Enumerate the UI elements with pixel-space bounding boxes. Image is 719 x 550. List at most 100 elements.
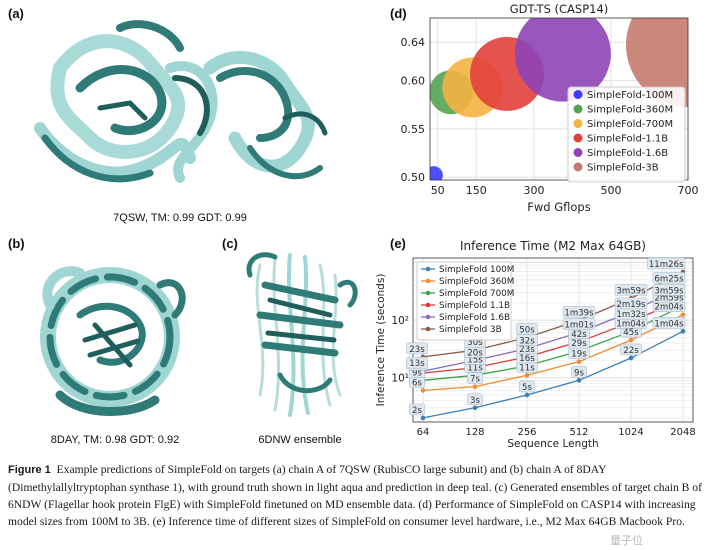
chart-e-data-label: 6s — [412, 378, 422, 388]
chart-e-data-label-box — [652, 284, 686, 296]
chart-e-data-label: 16s — [519, 354, 535, 364]
chart-e-title: Inference Time (M2 Max 64GB) — [460, 239, 646, 253]
chart-e-data-label: 11s — [467, 363, 483, 373]
chart-e-legend-marker — [425, 278, 431, 284]
chart-e-legend-label: SimpleFold 700M — [439, 289, 514, 299]
chart-e-data-label: 3m59s — [616, 286, 646, 296]
chart-e-point — [576, 378, 582, 383]
chart-d-legend-label: SimpleFold-700M — [587, 119, 673, 130]
chart-inference-time: Inference Time (M2 Max 64GB) 64 128 256 512 1… — [375, 239, 696, 450]
chart-d-points — [430, 18, 688, 180]
chart-d-legend-label: SimpleFold-100M — [587, 90, 673, 101]
chart-e-data-label: 3m59s — [654, 286, 684, 296]
chart-d-legend-label: SimpleFold-1.6B — [587, 148, 668, 159]
chart-e-legend-marker — [425, 326, 431, 332]
chart-e-data-label: 9s — [574, 368, 584, 378]
chart-e-y-tick-label: 10² — [391, 315, 409, 327]
chart-d-x-axis-label: Fwd Gflops — [527, 200, 590, 214]
chart-e-point — [680, 328, 686, 334]
chart-e-data-label: 7s — [470, 375, 480, 385]
chart-e-point — [524, 373, 530, 378]
panel-c-label: (c) — [222, 236, 238, 251]
protein-6dnw-ensemble — [246, 252, 358, 417]
chart-e-data-label: 11s — [519, 363, 535, 373]
chart-e-legend-label: SimpleFold 3B — [439, 325, 502, 335]
chart-e-data-label-box — [467, 372, 483, 384]
protein-7qsw-structure — [34, 20, 328, 183]
chart-d-x-tick-label: 700 — [678, 184, 699, 197]
chart-e-point — [628, 337, 634, 343]
figure-caption: Figure 1 Example predictions of SimpleFo… — [8, 461, 710, 530]
chart-e-y-tick-label: 10¹ — [391, 373, 409, 385]
chart-e-data-label-box — [614, 284, 648, 296]
chart-e-data-label: 19s — [571, 350, 587, 360]
chart-e-point — [576, 359, 582, 364]
chart-e-data-label: 30s — [467, 338, 483, 348]
panel-a-caption: 7QSW, TM: 0.99 GDT: 0.99 — [113, 212, 247, 224]
chart-d-legend-label: SimpleFold-360M — [587, 105, 673, 116]
chart-e-legend-marker — [425, 302, 431, 308]
chart-e-data-label: 2s — [412, 406, 422, 416]
chart-e-x-tick-label: 1024 — [618, 427, 643, 438]
chart-d-point — [430, 166, 443, 180]
chart-d-legend-marker — [573, 162, 583, 172]
chart-e-data-label-box — [519, 380, 535, 393]
chart-e-data-label: 20s — [467, 348, 483, 358]
chart-d-legend-marker — [573, 119, 583, 128]
chart-d-y-tick-label: 0.50 — [401, 171, 426, 184]
chart-e-data-label: 9s — [412, 368, 422, 378]
chart-e-data-label: 13s — [409, 359, 425, 369]
panel-a-label: (a) — [8, 6, 24, 21]
chart-e-data-label-box — [571, 366, 587, 378]
chart-d-legend-marker — [573, 104, 583, 114]
chart-e-data-label: 23s — [519, 345, 535, 355]
chart-d-y-tick-label: 0.64 — [401, 36, 426, 49]
chart-e-point — [420, 415, 426, 421]
chart-e-data-label-box — [647, 257, 686, 270]
chart-e-point — [524, 392, 530, 398]
figure-caption-text: Example predictions of SimpleFold on tar… — [8, 463, 702, 528]
chart-e-data-label: 1m04s — [616, 319, 646, 329]
chart-e-legend — [416, 261, 512, 341]
chart-e-point — [472, 405, 478, 411]
chart-d-y-tick-label: 0.55 — [401, 123, 426, 136]
chart-e-data-label-box — [406, 356, 428, 369]
chart-e-x-tick-label: 256 — [517, 427, 536, 438]
chart-d-title: GDT-TS (CASP14) — [510, 2, 609, 16]
chart-e-point — [472, 384, 478, 389]
chart-e-data-label: 29s — [571, 339, 587, 349]
panel-b-caption: 8DAY, TM: 0.98 GDT: 0.92 — [50, 434, 180, 446]
chart-e-x-tick-label: 64 — [417, 427, 430, 438]
chart-e-legend-marker — [425, 290, 431, 296]
panel-b-label: (b) — [8, 236, 25, 251]
chart-d-x-tick-label: 50 — [431, 184, 445, 197]
chart-e-legend-marker — [425, 314, 431, 320]
chart-e-frame — [412, 257, 694, 423]
chart-e-data-label: 42s — [571, 330, 587, 340]
chart-d-legend-label: SimpleFold-3B — [587, 163, 659, 174]
chart-e-data-label-box — [652, 317, 686, 329]
chart-d-y-tick-label: 0.60 — [401, 75, 426, 88]
chart-e-data-label: 5s — [522, 383, 532, 393]
watermark: 量子位 — [610, 534, 643, 547]
chart-e-data-label: 1m39s — [564, 308, 594, 318]
chart-d-legend-marker — [573, 90, 583, 99]
chart-e-legend-label: SimpleFold 1.6B — [439, 313, 510, 323]
chart-e-data-label-box — [614, 297, 648, 310]
chart-e-y-axis-label: Inference Time (seconds) — [375, 274, 387, 407]
chart-e-data-label-box — [406, 342, 428, 355]
chart-e-x-tick-label: 512 — [569, 427, 588, 438]
chart-e-data-label-box — [652, 272, 686, 284]
panel-c-caption: 6DNW ensemble — [258, 434, 342, 446]
chart-e-data-label: 3s — [470, 396, 480, 406]
chart-e-data-label-box — [409, 403, 425, 416]
chart-gdt-ts: GDT-TS (CASP14) 50 150 300 500 700 0.50 0.55 0.6… — [401, 2, 699, 214]
chart-d-x-tick-label: 150 — [466, 184, 487, 197]
chart-e-point — [628, 355, 634, 361]
chart-e-point — [420, 388, 426, 393]
chart-e-data-label: 1m32s — [616, 310, 646, 320]
figure-caption-prefix: Figure 1 — [8, 464, 51, 476]
chart-d-point — [514, 18, 611, 102]
chart-e-data-label: 2m19s — [616, 300, 646, 310]
chart-e-data-label: 45s — [623, 328, 639, 338]
